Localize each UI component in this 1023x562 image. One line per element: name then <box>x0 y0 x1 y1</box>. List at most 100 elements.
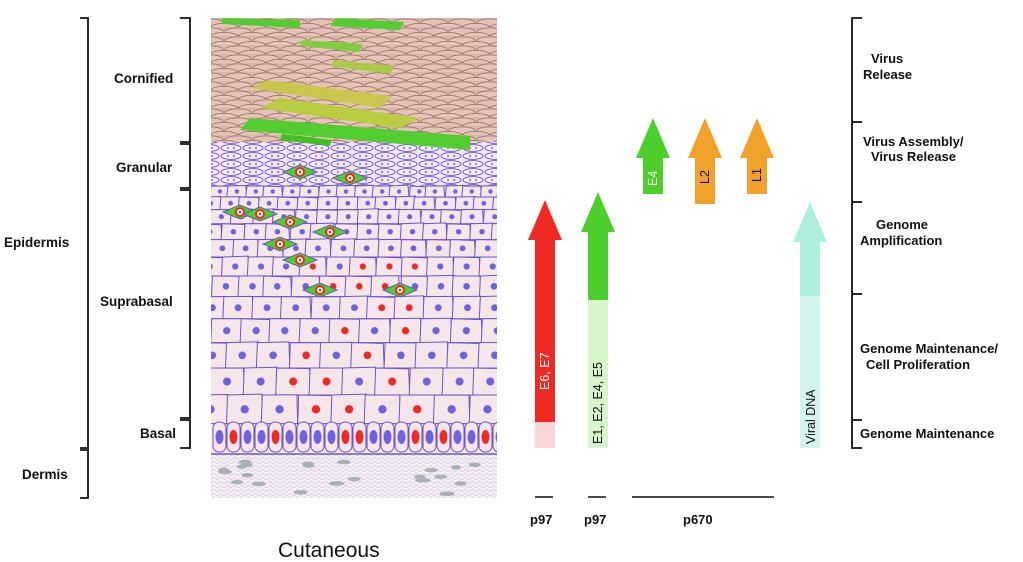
virion <box>238 210 242 214</box>
nucleus <box>455 377 464 386</box>
nucleus <box>397 351 405 360</box>
fibroblast <box>293 490 308 495</box>
infected-nucleus <box>302 351 310 360</box>
infected-nucleus <box>378 304 386 312</box>
nucleus <box>435 245 442 252</box>
arrow-l1: L1 <box>740 118 774 194</box>
cell <box>478 256 497 277</box>
infected-suprabasal-cells <box>221 164 419 298</box>
infected-basal-nucleus <box>355 430 364 444</box>
cell <box>472 367 497 396</box>
nucleus <box>275 405 284 414</box>
nucleus <box>463 283 470 290</box>
cell <box>496 191 497 198</box>
nucleus <box>437 283 445 290</box>
nucleus <box>305 200 311 206</box>
nucleus <box>481 200 487 206</box>
nucleus <box>211 200 214 206</box>
cell <box>211 256 225 277</box>
nucleus <box>217 189 223 194</box>
infected-nucleus <box>309 263 316 270</box>
suprabasal-label: Suprabasal <box>100 294 173 309</box>
fibroblast <box>439 491 455 497</box>
dermis-fibroblasts <box>218 459 481 497</box>
nucleus <box>365 200 371 206</box>
infected-nucleus <box>311 405 321 414</box>
nucleus <box>362 189 367 194</box>
arrow-viral-dna-label: Viral DNA <box>804 389 818 444</box>
nucleus <box>432 327 440 335</box>
arrow-l2-label: L2 <box>698 170 712 184</box>
arrow-l2: L2 <box>688 118 722 204</box>
nucleus <box>325 200 331 206</box>
fibroblast <box>454 481 467 486</box>
nucleus <box>388 245 394 252</box>
fibroblast <box>336 459 351 465</box>
nucleus <box>325 214 331 220</box>
nucleus <box>222 283 230 290</box>
nucleus <box>249 283 256 290</box>
nucleus <box>422 377 431 386</box>
basal-nucleus <box>467 430 476 444</box>
fibroblast <box>468 462 481 468</box>
nucleus <box>223 327 231 335</box>
nucleus <box>230 228 237 235</box>
nucleus <box>396 189 402 194</box>
infected-nucleus <box>401 327 410 335</box>
nucleus <box>407 214 413 220</box>
stage-assembly-line2: Virus Release <box>871 149 956 164</box>
virion <box>278 242 282 246</box>
infected-nucleus <box>386 263 393 270</box>
nucleus <box>345 214 351 220</box>
infected-nucleus <box>341 327 349 335</box>
fibroblast <box>414 474 426 480</box>
infected-nucleus <box>413 405 422 414</box>
arrow-l1-label: L1 <box>750 168 764 182</box>
nucleus <box>469 214 475 220</box>
promoter-p670: p670 <box>683 512 713 527</box>
cell <box>490 223 497 241</box>
nucleus <box>507 245 513 251</box>
basal-nucleus <box>383 430 392 444</box>
nucleus <box>252 327 260 335</box>
nucleus <box>443 200 448 206</box>
fibroblast <box>451 465 462 470</box>
nucleus <box>218 214 224 220</box>
basal-nucleus <box>397 430 406 444</box>
nucleus <box>432 189 438 194</box>
stage-virus-release-line2: Release <box>863 67 912 82</box>
nucleus <box>253 189 259 194</box>
cell <box>480 318 497 344</box>
nucleus <box>370 327 379 335</box>
nucleus <box>211 405 215 414</box>
nucleus <box>292 245 299 252</box>
nucleus <box>211 304 216 312</box>
nucleus <box>417 189 422 194</box>
nucleus <box>459 351 468 360</box>
arrow-viral-dna: Viral DNA <box>793 202 827 448</box>
nucleus <box>290 189 295 194</box>
stage-bracket-right <box>851 17 862 449</box>
nucleus <box>238 351 247 360</box>
nucleus <box>437 263 444 270</box>
arrow-e6-e7-label: E6, E7 <box>538 352 552 390</box>
virion <box>328 230 332 234</box>
nucleus <box>336 263 343 270</box>
virion <box>318 288 322 292</box>
nucleus <box>326 189 331 194</box>
infected-cornified-cells <box>222 18 470 150</box>
infected-basal-nucleus <box>439 430 448 444</box>
cell <box>211 195 223 211</box>
basal-nucleus <box>369 430 378 444</box>
nucleus <box>263 304 271 312</box>
nucleus <box>489 263 496 270</box>
stage-genome-maintenance: Genome Maintenance <box>860 426 994 441</box>
virion <box>298 258 302 262</box>
nucleus <box>256 377 265 386</box>
nucleus <box>232 263 239 270</box>
nucleus <box>366 214 372 220</box>
virion <box>288 220 292 224</box>
promoter-p97-b: p97 <box>584 512 606 527</box>
nucleus <box>501 229 506 234</box>
nucleus <box>491 304 497 312</box>
